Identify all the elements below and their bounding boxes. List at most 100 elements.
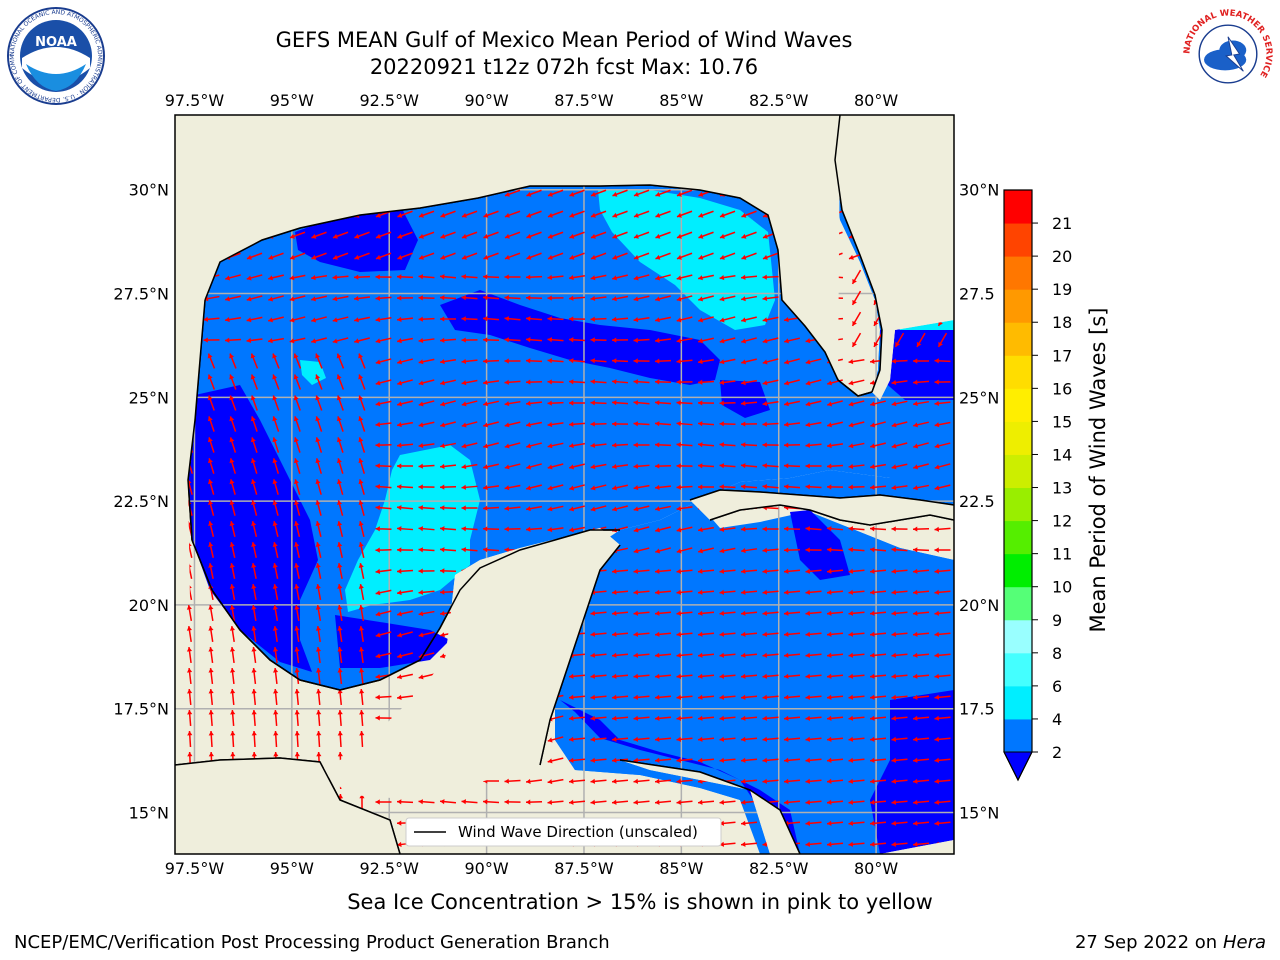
wind-arrow: [272, 604, 279, 622]
wind-arrow: [483, 252, 499, 260]
wind-arrow: [294, 521, 301, 537]
wind-arrow: [568, 295, 586, 301]
wind-arrow: [440, 442, 456, 449]
colorbar-tick-label: 12: [1052, 512, 1072, 531]
wind-arrow: [676, 463, 693, 469]
wind-arrow: [229, 583, 236, 601]
wind-arrow: [633, 547, 650, 554]
wind-arrow: [504, 358, 521, 364]
wind-arrow: [482, 358, 500, 364]
wind-arrow: [358, 625, 364, 643]
wind-arrow: [784, 337, 800, 344]
wind-arrow: [826, 589, 844, 595]
wind-arrow: [251, 730, 257, 748]
wind-arrow: [251, 646, 257, 664]
wind-arrow: [230, 688, 236, 706]
honduras-land: [620, 760, 954, 854]
wind-arrow: [719, 379, 736, 386]
wind-arrow: [676, 694, 693, 700]
wind-arrow: [655, 526, 671, 533]
colorbar-tick-label: 11: [1052, 545, 1072, 564]
wind-arrow: [934, 484, 951, 491]
wind-arrow: [246, 295, 263, 302]
wind-arrow: [826, 778, 844, 784]
colorbar-swatch: [1004, 718, 1032, 753]
wind-arrow: [741, 358, 757, 365]
wind-arrow: [525, 799, 543, 805]
wind-arrow: [848, 673, 865, 679]
wind-arrow: [805, 799, 822, 805]
wind-arrow: [568, 358, 586, 364]
wind-arrow: [439, 295, 457, 301]
wind-arrow: [461, 231, 478, 239]
lon-tick-label-top: 87.5°W: [554, 91, 614, 110]
wind-arrow: [440, 231, 456, 239]
wind-arrow: [590, 252, 607, 260]
wind-arrow: [698, 295, 714, 302]
wind-arrow: [482, 379, 500, 386]
wind-arrow: [913, 463, 929, 470]
wind-arrow: [504, 295, 521, 301]
wind-arrow: [676, 231, 693, 239]
wind-arrow: [805, 589, 822, 595]
wind-arrow: [676, 421, 693, 427]
wind-arrow: [208, 646, 214, 664]
lat-tick-label-left: 20°N: [129, 596, 169, 615]
colorbar-tick-label: 10: [1052, 578, 1072, 597]
wind-arrow: [719, 673, 736, 679]
wind-arrow: [740, 274, 758, 280]
wind-arrow: [655, 231, 671, 239]
wind-arrow: [848, 568, 865, 574]
wind-arrow: [848, 421, 865, 428]
wind-arrow: [719, 231, 736, 239]
wind-arrow: [440, 421, 456, 428]
wind-arrow: [676, 274, 693, 281]
coastlines-overlay: [175, 115, 954, 854]
wind-arrow: [611, 736, 629, 742]
wind-arrow: [869, 547, 887, 553]
wind-arrow: [848, 589, 865, 595]
wind-arrow: [762, 379, 779, 386]
lon-tick-label-top: 82.5°W: [749, 91, 809, 110]
wind-arrow: [719, 694, 736, 700]
wind-arrow: [418, 799, 435, 805]
wind-arrow: [848, 610, 865, 616]
wind-arrow: [719, 757, 736, 763]
wind-arrow: [315, 353, 323, 369]
wind-arrow: [676, 295, 693, 302]
wind-arrow: [418, 484, 435, 490]
wind-arrow: [251, 542, 257, 558]
wind-arrow: [676, 757, 693, 763]
wind-arrow: [229, 646, 236, 664]
yucatan-land: [320, 528, 620, 800]
wind-arrow: [316, 709, 322, 727]
wind-arrow: [590, 736, 607, 742]
wind-arrow: [719, 337, 736, 344]
wind-arrow: [316, 730, 322, 748]
wind-arrow: [336, 353, 345, 369]
wind-arrow: [826, 673, 844, 679]
wind-arrow: [332, 337, 349, 344]
wind-arrow: [740, 820, 758, 826]
wind-arrow: [272, 583, 279, 601]
noaa-logo-text: NOAA: [35, 35, 77, 50]
wind-arrow: [273, 688, 279, 706]
wind-arrow: [207, 374, 216, 390]
wind-arrow: [633, 274, 650, 281]
wind-arrow: [396, 526, 414, 532]
wind-arrow: [934, 442, 951, 449]
wind-arrow: [358, 542, 365, 558]
lon-tick-label-bottom: 90°W: [465, 859, 509, 878]
wind-arrow: [375, 589, 392, 596]
wind-arrow: [762, 295, 779, 302]
wind-arrow: [697, 610, 715, 616]
wind-arrow: [891, 694, 908, 700]
wind-arrow: [316, 667, 322, 685]
wind-arrow: [826, 757, 844, 763]
wind-arrow: [246, 274, 263, 281]
wind-arrow: [547, 252, 564, 260]
wind-arrow: [633, 337, 650, 343]
wind-arrow: [272, 479, 279, 495]
wind-arrow: [654, 442, 672, 448]
wind-arrow: [526, 463, 542, 470]
